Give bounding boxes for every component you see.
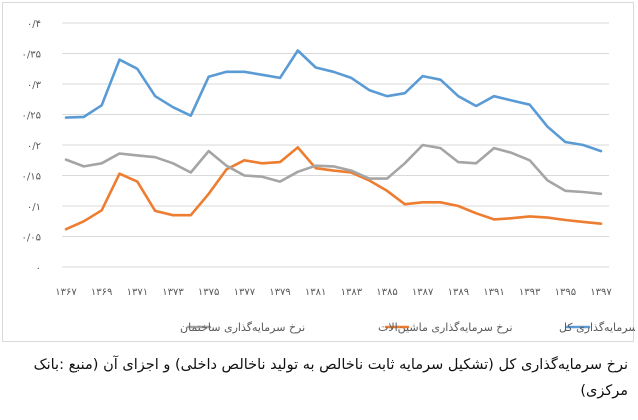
x-tick-label: ۱۳۸۵ xyxy=(376,287,397,298)
line-chart: ۰۰/۰۵۰/۱۰/۱۵۰/۲۰/۲۵۰/۳۰/۳۵۰/۴ ۱۳۶۷ ۱۳۶۹ ۱۳… xyxy=(22,19,635,334)
legend-label: نرخ سرمایه‌گذاری کل xyxy=(559,321,635,334)
series-line-2 xyxy=(64,146,603,231)
x-tick-label: ۱۳۷۱ xyxy=(127,287,148,298)
series-line-3 xyxy=(64,143,603,196)
y-tick-label: ۰/۴ xyxy=(27,19,41,30)
x-axis-ticks: ۱۳۶۷ ۱۳۶۹ ۱۳۷۱ ۱۳۷۳ ۱۳۷۵ ۱۳۷۷ ۱۳۷۹ ۱۳۸۱ ۱۳۸۳ ۱۳۸۵… xyxy=(55,287,612,298)
series-lines xyxy=(64,49,603,231)
chart-frame: ۰ ۰/۰۵ ۰/۱ ۰/۱۵ ۰/۲ ۰/۲۵ ۰/۳ ۰/۳۵ ۰/۴ ۱۳۶۷ ۱۳۶۹ ۱۳… xyxy=(2,2,635,342)
y-tick-label: ۰ xyxy=(36,263,41,274)
x-tick-label: ۱۳۸۱ xyxy=(305,287,326,298)
x-tick-label: ۱۳۷۳ xyxy=(162,287,184,298)
x-tick-label: ۱۳۸۷ xyxy=(412,287,434,298)
y-axis-ticks: ۰ ۰/۰۵ ۰/۱ ۰/۱۵ ۰/۲ ۰/۲۵ ۰/۳ ۰/۳۵ ۰/۴ xyxy=(22,19,42,274)
y-tick-label: ۰/۲۵ xyxy=(22,111,41,122)
y-tick-label: ۰/۱۵ xyxy=(22,172,41,183)
legend: نرخ سرمایه‌گذاری کل نرخ سرمایه‌گذاری ماشی… xyxy=(180,321,635,334)
x-tick-label: ۱۳۹۳ xyxy=(519,287,541,298)
y-tick-label: ۰/۳۵ xyxy=(22,50,41,61)
x-tick-label: ۱۳۷۹ xyxy=(269,287,290,298)
y-tick-label: ۰/۲ xyxy=(27,141,41,152)
x-tick-label: ۱۳۸۳ xyxy=(341,287,363,298)
y-tick-label: ۰/۰۵ xyxy=(22,233,41,244)
legend-label: نرخ سرمایه‌گذاری ساختمان xyxy=(180,321,305,334)
legend-label: نرخ سرمایه‌گذاری ماشین‌الات xyxy=(378,321,513,334)
x-tick-label: ۱۳۹۱ xyxy=(483,287,504,298)
gridlines xyxy=(62,22,609,268)
x-tick-label: ۱۳۶۷ xyxy=(55,287,77,298)
x-tick-label: ۱۳۹۷ xyxy=(590,287,612,298)
x-tick-label: ۱۳۶۹ xyxy=(91,287,112,298)
x-tick-label: ۱۳۸۹ xyxy=(448,287,469,298)
x-tick-label: ۱۳۷۵ xyxy=(198,287,219,298)
y-tick-label: ۰/۱ xyxy=(27,202,41,213)
y-tick-label: ۰/۳ xyxy=(27,80,42,91)
x-tick-label: ۱۳۷۷ xyxy=(234,287,256,298)
series-line-1 xyxy=(64,49,603,153)
x-tick-label: ۱۳۹۵ xyxy=(555,287,576,298)
figure-caption: نرخ سرمایه‌گذاری کل (تشکیل سرمایه ثابت ن… xyxy=(33,357,628,399)
